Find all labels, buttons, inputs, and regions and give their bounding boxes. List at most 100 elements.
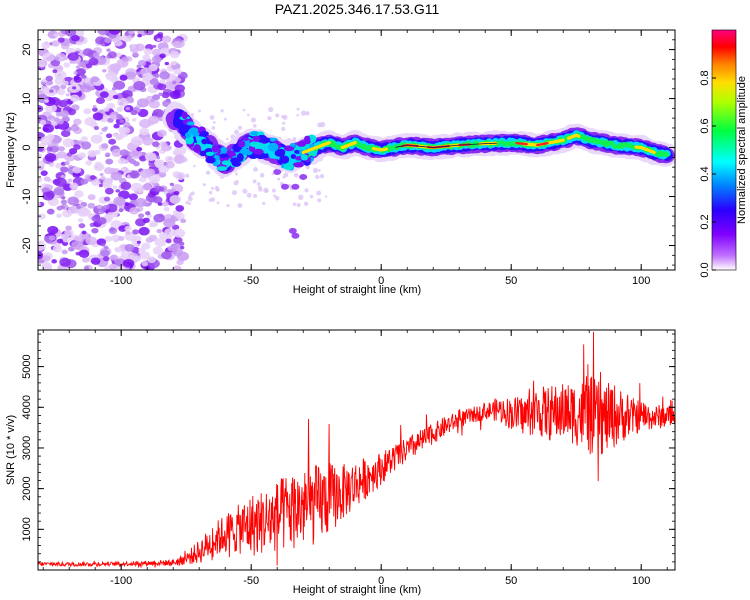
ridge-blob — [252, 136, 261, 142]
noise-speckle — [173, 68, 182, 75]
ridge-blob — [242, 136, 249, 141]
noise-speckle — [109, 30, 121, 35]
faint-speckle — [292, 202, 297, 206]
noise-speckle — [67, 108, 77, 116]
noise-speckle — [151, 55, 161, 63]
noise-speckle — [92, 107, 98, 112]
noise-speckle — [124, 243, 135, 252]
bottom-x-ticks: -100 -50 0 50 100 — [42, 330, 668, 587]
noise-speckle — [142, 54, 151, 61]
top-x-ticks: -100 -50 0 50 100 — [42, 30, 668, 287]
noise-speckle — [54, 56, 60, 61]
noise-speckle — [155, 159, 165, 167]
ridge-blob — [283, 162, 294, 171]
ridge-blob — [185, 132, 192, 139]
noise-speckle — [45, 75, 53, 82]
faint-speckle — [305, 164, 310, 170]
noise-speckle — [122, 258, 135, 268]
noise-speckle — [51, 259, 57, 264]
noise-speckle — [102, 68, 107, 73]
ridge-blob — [284, 146, 295, 152]
faint-speckle — [303, 201, 309, 206]
noise-speckle — [114, 247, 119, 251]
y-tick-label: 10 — [21, 92, 33, 104]
noise-speckle — [174, 171, 186, 181]
noise-speckle — [65, 93, 70, 97]
noise-speckle — [48, 163, 54, 167]
noise-speckle — [82, 256, 90, 263]
noise-speckle — [108, 138, 117, 145]
noise-speckle — [129, 207, 139, 215]
noise-speckle — [173, 236, 183, 244]
noise-speckle — [71, 34, 80, 42]
faint-speckle — [282, 114, 288, 120]
noise-speckle — [112, 133, 118, 138]
ridge-blob — [261, 137, 271, 144]
noise-speckle — [152, 222, 158, 227]
noise-speckle — [138, 247, 146, 253]
x-tick-label: -100 — [110, 575, 132, 587]
noise-speckle — [161, 35, 172, 43]
faint-speckle — [316, 190, 322, 196]
ridge-tail — [288, 227, 297, 234]
faint-speckle — [208, 190, 213, 195]
noise-speckle — [121, 168, 126, 172]
faint-speckle — [317, 122, 323, 128]
noise-speckle — [90, 257, 101, 265]
noise-speckle — [64, 160, 70, 166]
noise-speckle — [163, 218, 176, 228]
noise-speckle — [85, 63, 93, 69]
ridge-tail — [273, 169, 282, 176]
y-tick-label: 20 — [21, 43, 33, 55]
noise-speckle — [75, 30, 85, 37]
noise-speckle — [62, 209, 73, 218]
noise-speckle — [87, 194, 96, 201]
noise-speckle — [46, 208, 55, 215]
x-tick-label: 50 — [505, 275, 517, 287]
x-tick-label: -50 — [243, 575, 259, 587]
noise-speckle — [52, 137, 58, 142]
faint-speckle — [277, 177, 281, 181]
noise-speckle — [52, 69, 58, 74]
ridge-blob — [188, 128, 199, 134]
noise-speckle — [91, 227, 99, 234]
noise-speckle — [153, 34, 164, 42]
noise-speckle — [145, 237, 154, 243]
noise-speckle — [79, 49, 84, 53]
noise-speckle — [142, 183, 152, 191]
noise-speckle — [72, 86, 77, 90]
noise-speckle — [154, 237, 167, 247]
noise-speckle — [169, 194, 182, 204]
faint-speckle — [309, 194, 314, 199]
noise-speckle — [113, 39, 123, 47]
noise-speckle — [152, 94, 161, 101]
noise-speckle — [148, 115, 160, 125]
colorbar-label: Normalized spectral amplitude — [736, 76, 748, 224]
noise-speckle — [64, 30, 77, 37]
ridge-peak — [536, 142, 549, 147]
noise-speckle — [139, 251, 151, 260]
noise-speckle — [80, 136, 88, 142]
faint-speckle — [182, 157, 188, 163]
noise-speckle — [64, 228, 74, 237]
noise-speckle — [179, 245, 185, 250]
noise-speckle — [58, 100, 68, 108]
ridge-blob — [205, 151, 215, 156]
faint-speckle — [237, 125, 243, 130]
noise-speckle — [139, 118, 151, 129]
ridge-blob — [294, 149, 301, 154]
noise-speckle — [41, 262, 52, 270]
faint-speckle — [283, 172, 289, 178]
noise-speckle — [103, 167, 114, 175]
noise-speckle — [107, 51, 117, 59]
faint-speckle — [268, 106, 274, 113]
noise-speckle — [130, 238, 138, 244]
colorbar-tick-label: 0.8 — [699, 70, 711, 85]
faint-speckle — [242, 188, 248, 194]
noise-speckle — [45, 103, 57, 113]
ridge-blob — [205, 156, 216, 164]
noise-speckle — [80, 141, 92, 150]
x-tick-label: 100 — [632, 575, 650, 587]
ridge-tail — [291, 232, 300, 239]
